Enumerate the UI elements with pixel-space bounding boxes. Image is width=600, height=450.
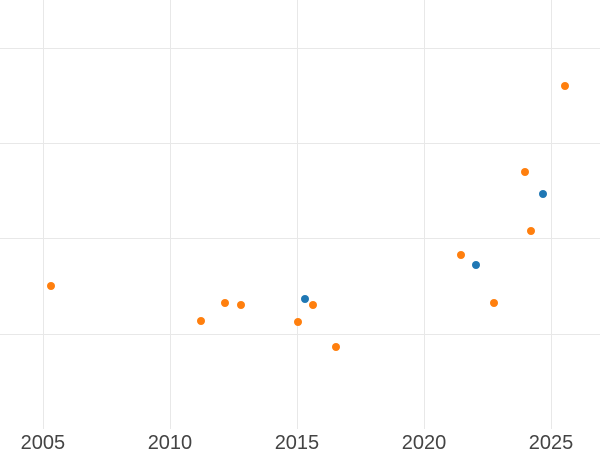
x-tick-label: 2025 — [528, 432, 574, 450]
data-point-blue-series — [539, 189, 548, 198]
data-point-orange-series — [293, 318, 302, 327]
vertical-gridline — [550, 0, 552, 430]
data-point-orange-series — [196, 317, 205, 326]
x-tick-label: 2005 — [20, 432, 66, 450]
data-point-orange-series — [47, 282, 56, 291]
data-point-orange-series — [560, 81, 569, 90]
data-point-orange-series — [221, 299, 230, 308]
horizontal-gridline — [0, 238, 600, 240]
data-point-orange-series — [331, 343, 340, 352]
data-point-orange-series — [456, 250, 465, 259]
x-tick-label: 2010 — [147, 432, 193, 450]
x-tick-label: 2015 — [274, 432, 320, 450]
x-tick-label: 2020 — [401, 432, 447, 450]
vertical-gridline — [42, 0, 44, 430]
data-point-orange-series — [490, 299, 499, 308]
horizontal-gridline — [0, 143, 600, 144]
data-point-orange-series — [237, 301, 246, 310]
horizontal-gridline — [0, 333, 600, 335]
horizontal-gridline — [0, 47, 600, 49]
vertical-gridline — [169, 0, 171, 430]
data-point-blue-series — [300, 295, 309, 304]
data-point-blue-series — [472, 261, 481, 270]
data-point-orange-series — [526, 226, 535, 235]
vertical-gridline — [296, 0, 298, 430]
vertical-gridline — [423, 0, 425, 430]
data-point-orange-series — [308, 301, 317, 310]
data-point-orange-series — [520, 167, 529, 176]
